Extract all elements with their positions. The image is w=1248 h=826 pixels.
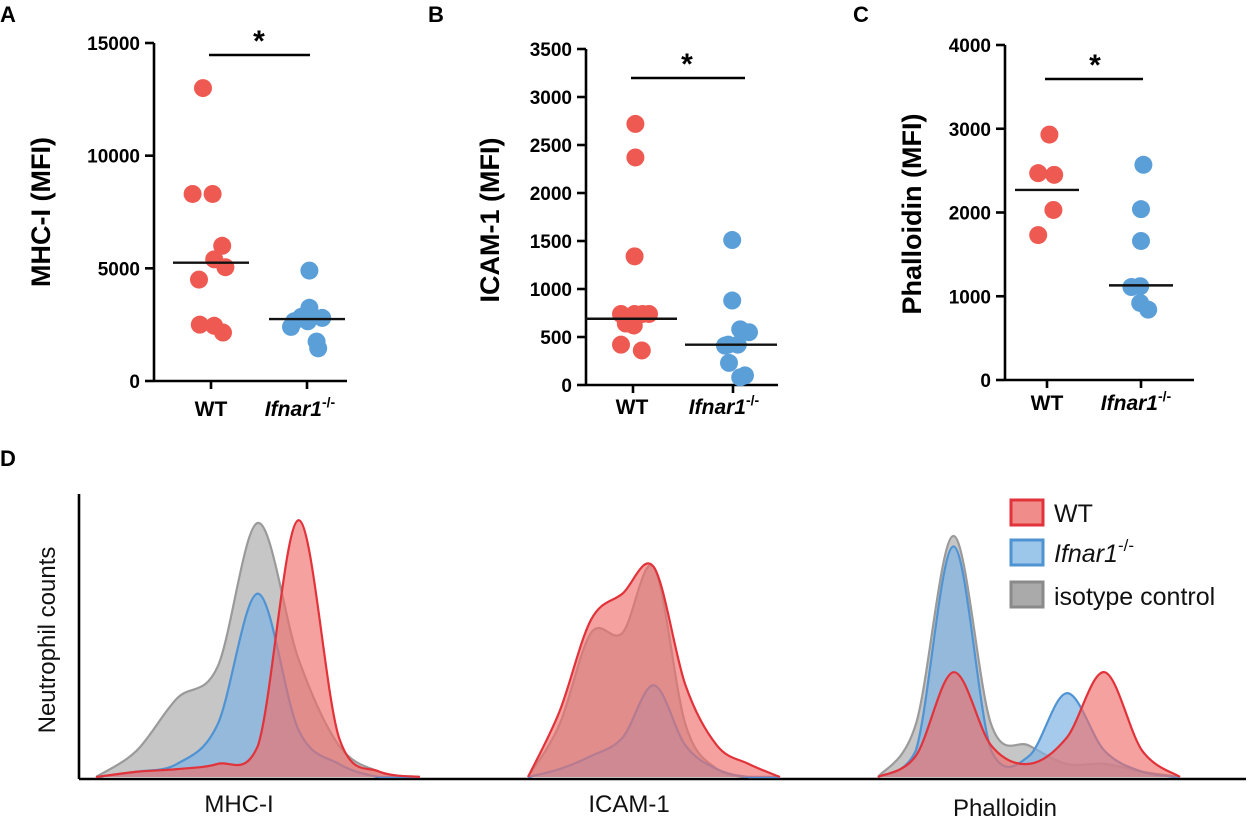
y-axis-label-d: Neutrophil counts	[34, 547, 61, 734]
marker-label-mhc: MHC-I	[204, 791, 273, 818]
histogram-fill-wt-icam-1	[528, 563, 780, 777]
category-ko-b: Ifnar1-/-	[689, 392, 760, 419]
data-point	[282, 317, 300, 336]
panel-letter-a: A	[0, 2, 16, 27]
y-tick-label: 3000	[949, 120, 991, 141]
significance-star-c: *	[1089, 49, 1101, 82]
y-tick-label: 3500	[530, 40, 572, 61]
data-point	[194, 79, 212, 98]
y-tick-label: 1000	[530, 280, 572, 301]
data-point	[740, 323, 758, 342]
y-tick-label: 2000	[530, 184, 572, 205]
data-point	[612, 335, 630, 354]
significance-star-b: *	[681, 48, 693, 81]
y-tick-label: 2000	[949, 204, 991, 225]
legend-label-iso: isotype control	[1054, 583, 1215, 611]
legend: WT Ifnar1-/- isotype control	[1009, 498, 1215, 611]
data-points-a	[173, 79, 345, 358]
data-point	[626, 114, 645, 133]
y-tick-label: 0	[980, 371, 991, 392]
data-point	[624, 316, 643, 335]
histograms	[95, 519, 1181, 779]
panel-b: B ICAM-1 (MFI) 0 500 1000 1500 2000 2500 3000 3…	[428, 2, 778, 419]
y-tick-label: 0	[561, 376, 572, 397]
data-point	[309, 339, 328, 358]
data-point	[626, 148, 645, 167]
y-axis-label-c: Phalloidin (MFI)	[897, 114, 927, 315]
y-tick-label: 10000	[87, 147, 140, 168]
legend-swatch-iso	[1009, 580, 1045, 609]
panel-letter-c: C	[853, 2, 869, 27]
y-tick-label: 2500	[530, 136, 572, 157]
data-point	[1134, 155, 1153, 174]
marker-label-phalloidin: Phalloidin	[953, 795, 1057, 822]
data-point	[640, 304, 658, 323]
y-tick-label: 5000	[98, 259, 140, 280]
panel-a: A MHC-I (MFI) 0 5000 10000 15000 WT Ifnar1-…	[0, 2, 347, 421]
data-point	[1139, 300, 1158, 319]
data-point	[203, 184, 222, 203]
data-point	[720, 353, 738, 372]
data-point	[213, 236, 232, 255]
y-tick-label: 4000	[949, 36, 991, 57]
y-ticks-c: 0 1000 2000 3000 4000	[949, 36, 1005, 392]
data-point	[723, 291, 742, 310]
category-wt-c: WT	[1031, 392, 1064, 415]
legend-label-ko: Ifnar1-/-	[1054, 536, 1134, 568]
category-ko-c: Ifnar1-/-	[1101, 388, 1172, 415]
y-tick-label: 500	[540, 328, 572, 349]
y-tick-label: 1500	[530, 232, 572, 253]
data-point	[1132, 231, 1150, 250]
histogram-fill-wt-phalloidin	[878, 672, 1180, 777]
histogram-outline-wt-mhc-i	[95, 519, 421, 779]
histogram-fill-ko-mhc-i	[96, 593, 420, 777]
data-point	[1132, 200, 1150, 219]
y-tick-label: 15000	[87, 34, 140, 55]
marker-label-icam: ICAM-1	[588, 791, 669, 818]
data-point	[190, 315, 209, 334]
legend-label-wt: WT	[1054, 500, 1093, 528]
legend-swatch-ko	[1009, 538, 1045, 567]
y-tick-label: 0	[129, 372, 140, 393]
y-axis-label-b: ICAM-1 (MFI)	[475, 138, 505, 303]
data-point	[298, 312, 317, 331]
data-points-b	[585, 114, 777, 387]
y-ticks-b: 0 500 1000 1500 2000 2500 3000 3500	[530, 40, 586, 397]
data-point	[1029, 164, 1048, 183]
data-point	[183, 184, 202, 203]
data-point	[1122, 278, 1141, 297]
data-point	[625, 247, 644, 266]
panel-letter-d: D	[0, 446, 16, 471]
panel-letter-b: B	[428, 2, 444, 27]
data-point	[216, 258, 235, 277]
data-point	[1045, 165, 1064, 184]
data-point	[731, 368, 750, 387]
y-tick-label: 1000	[949, 287, 991, 308]
data-point	[300, 261, 319, 280]
histogram-outline-wt-icam-1	[527, 562, 781, 779]
category-wt-b: WT	[616, 396, 649, 419]
histogram-outline-wt-phalloidin	[877, 671, 1181, 779]
data-point	[1040, 125, 1059, 144]
y-tick-label: 3000	[530, 88, 572, 109]
data-point	[214, 323, 232, 342]
category-ko-a: Ifnar1-/-	[265, 394, 336, 421]
y-ticks-a: 0 5000 10000 15000	[87, 34, 154, 393]
data-point	[723, 231, 742, 250]
data-point	[190, 270, 208, 289]
category-wt-a: WT	[195, 398, 228, 421]
significance-star-a: *	[253, 25, 265, 58]
histogram-outline-iso-mhc-i	[95, 521, 421, 779]
legend-swatch-wt	[1009, 498, 1045, 527]
data-point	[1029, 226, 1048, 245]
y-axis-label-a: MHC-I (MFI)	[26, 137, 56, 287]
data-point	[632, 341, 651, 360]
data-points-c	[1015, 125, 1173, 319]
panel-d: D Neutrophil counts MHC-I ICAM-1 Phalloi…	[0, 446, 1246, 822]
data-point	[1044, 200, 1063, 219]
